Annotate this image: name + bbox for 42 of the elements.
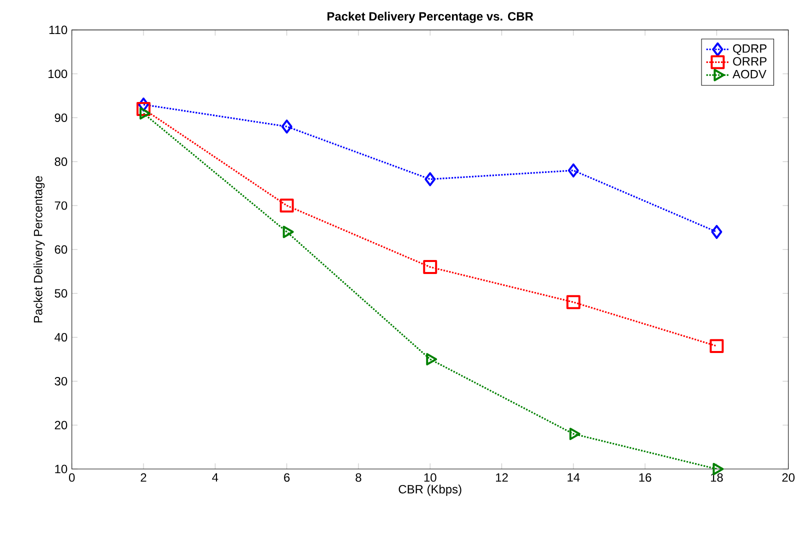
x-tick-label: 8 (356, 473, 362, 482)
y-tick-label: 90 (54, 114, 68, 122)
y-axis-title: Packet Delivery Percentage (34, 176, 45, 322)
point (423, 260, 438, 274)
point (569, 428, 580, 440)
x-tick-label: 20 (782, 473, 795, 482)
chart-title: Packet Delivery Percentage vs. CBR (328, 12, 534, 24)
y-tick-label: 80 (54, 157, 68, 166)
x-tick-label: 16 (639, 473, 652, 482)
x-axis-title: CBR (Kbps) (398, 484, 462, 496)
point (140, 107, 150, 120)
y-tick-label: 30 (54, 377, 68, 386)
x-tick-label: 0 (68, 473, 75, 482)
y-tick-label: 60 (54, 245, 68, 254)
y-tick-label: 20 (54, 420, 68, 430)
x-tick-label: 14 (568, 473, 580, 482)
point (568, 164, 579, 178)
point (280, 198, 294, 213)
point (711, 224, 722, 239)
x-tick-label: 12 (496, 473, 508, 482)
point (424, 172, 436, 186)
y-tick-label: 100 (48, 70, 68, 78)
legend-label: QDRP (733, 44, 766, 55)
point (282, 226, 294, 238)
x-tick-label: 2 (140, 473, 146, 482)
x-tick-label: 4 (212, 473, 218, 482)
point (136, 102, 150, 116)
y-tick-label: 110 (49, 26, 68, 34)
legend-label: ORRP (733, 57, 766, 66)
point (566, 295, 580, 310)
legend-label: AODV (732, 70, 766, 78)
y-tick-label: 70 (54, 201, 68, 210)
x-tick-label: 18 (710, 473, 723, 482)
y-tick-label: 50 (54, 289, 68, 298)
point (710, 339, 724, 354)
point (426, 353, 438, 366)
point (281, 120, 292, 134)
x-tick-label: 6 (284, 473, 290, 482)
y-tick-label: 10 (55, 464, 68, 474)
point (138, 98, 149, 112)
x-tick-label: 10 (424, 473, 436, 482)
y-tick-label: 40 (54, 333, 68, 342)
